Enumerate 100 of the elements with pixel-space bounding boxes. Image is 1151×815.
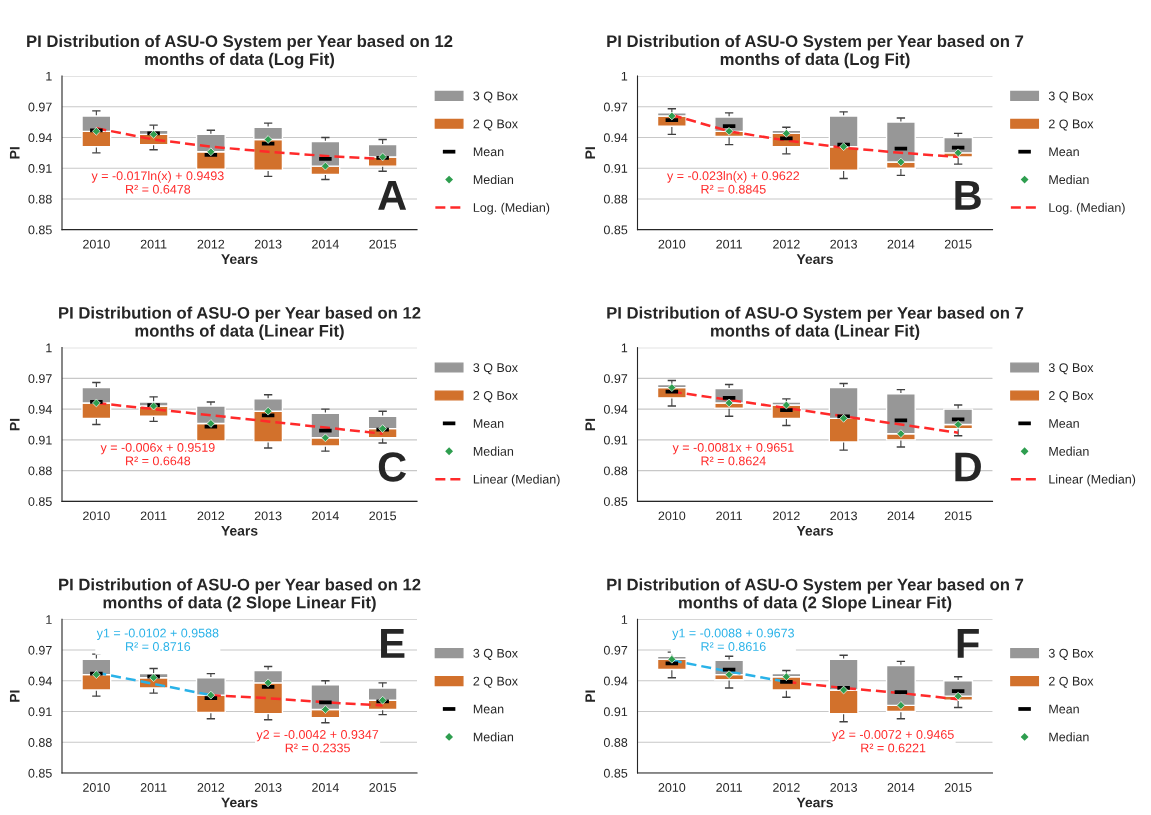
annotation: y1 = -0.0088 + 0.9673 R² = 0.8616 bbox=[672, 628, 794, 651]
y-tick-label: 1 bbox=[621, 615, 628, 624]
legend-label: Median bbox=[1049, 732, 1089, 742]
legend-label: Median bbox=[473, 174, 514, 185]
annotation: B bbox=[955, 181, 981, 210]
x-tick-label: 2013 bbox=[254, 783, 282, 792]
y-tick-label: 0.97 bbox=[603, 645, 628, 655]
annotation: A bbox=[378, 181, 407, 210]
x-tick-label: 2013 bbox=[830, 783, 857, 792]
y-tick-label: 0.85 bbox=[28, 768, 52, 778]
legend-label: 2 Q Box bbox=[473, 391, 518, 403]
x-axis-title: Years bbox=[796, 797, 833, 808]
x-tick-label: 2010 bbox=[83, 783, 110, 792]
x-tick-label: 2013 bbox=[830, 511, 857, 521]
x-tick-label: 2014 bbox=[312, 239, 339, 249]
y-tick-label: 0.88 bbox=[603, 194, 628, 204]
x-tick-label: 2015 bbox=[944, 511, 972, 521]
legend-label: Mean bbox=[473, 147, 504, 157]
legend-label: 2 Q Box bbox=[1048, 391, 1094, 403]
y-tick-label: 0.94 bbox=[28, 404, 52, 414]
x-tick-label: 2011 bbox=[140, 511, 167, 521]
y-tick-label: 1 bbox=[621, 71, 628, 81]
y-tick-label: 0.88 bbox=[28, 194, 52, 204]
legend-label: 2 Q Box bbox=[1048, 119, 1094, 131]
legend-label: 3 Q Box bbox=[473, 363, 518, 375]
y-tick-label: 0.97 bbox=[28, 102, 52, 112]
y-tick-label: 0.97 bbox=[603, 374, 628, 384]
x-tick-label: 2012 bbox=[773, 783, 800, 792]
y-tick-label: 0.85 bbox=[603, 225, 628, 235]
y-tick-label: 0.94 bbox=[28, 133, 52, 143]
y-axis-title: PI bbox=[585, 690, 596, 702]
y-tick-label: 0.91 bbox=[603, 707, 628, 717]
legend-label: 3 Q Box bbox=[473, 91, 518, 103]
y-axis-title: PI bbox=[9, 418, 20, 431]
y-axis-title: PI bbox=[9, 690, 20, 702]
y-axis-title: PI bbox=[9, 147, 20, 159]
y-tick-label: 1 bbox=[621, 343, 628, 353]
annotation: y2 = -0.0072 + 0.9465 R² = 0.6221 bbox=[831, 730, 954, 753]
x-axis-title: Years bbox=[796, 254, 833, 265]
y-axis-title: PI bbox=[585, 418, 596, 431]
y-tick-label: 0.91 bbox=[28, 435, 52, 445]
y-tick-label: 1 bbox=[46, 343, 52, 353]
legend-label: 3 Q Box bbox=[1048, 648, 1094, 660]
x-tick-label: 2010 bbox=[658, 239, 686, 249]
x-tick-label: 2014 bbox=[887, 783, 915, 792]
legend-label: Mean bbox=[1049, 419, 1079, 428]
x-tick-label: 2012 bbox=[773, 511, 800, 521]
x-tick-label: 2011 bbox=[716, 511, 742, 521]
x-tick-label: 2014 bbox=[312, 511, 339, 521]
y-tick-label: 0.91 bbox=[603, 435, 628, 445]
y-tick-label: 0.94 bbox=[603, 676, 628, 686]
annotation: y1 = -0.0102 + 0.9588 R² = 0.8716 bbox=[96, 628, 219, 651]
legend-label: 2 Q Box bbox=[473, 119, 518, 131]
legend-label: Log. (Median) bbox=[1049, 202, 1125, 215]
y-tick-label: 0.85 bbox=[28, 497, 52, 506]
y-tick-label: 1 bbox=[46, 615, 52, 624]
legend-label: 3 Q Box bbox=[1048, 91, 1094, 103]
legend-label: 3 Q Box bbox=[1048, 363, 1094, 375]
y-tick-label: 0.88 bbox=[603, 738, 628, 747]
x-tick-label: 2012 bbox=[197, 239, 225, 249]
y-tick-label: 0.85 bbox=[28, 225, 52, 235]
x-axis-title: Years bbox=[796, 526, 833, 536]
legend-label: Median bbox=[473, 732, 514, 742]
legend-label: Median bbox=[1049, 446, 1089, 456]
y-tick-label: 0.85 bbox=[603, 497, 628, 506]
annotation: y = -0.006x + 0.9519 R² = 0.6648 bbox=[100, 443, 215, 466]
x-tick-label: 2011 bbox=[140, 783, 167, 792]
legend-label: Mean bbox=[473, 704, 504, 714]
x-tick-label: 2014 bbox=[887, 239, 915, 249]
x-tick-label: 2010 bbox=[83, 511, 110, 521]
x-tick-label: 2011 bbox=[716, 239, 742, 249]
x-tick-label: 2015 bbox=[369, 511, 397, 521]
x-tick-label: 2013 bbox=[254, 511, 282, 521]
x-tick-label: 2010 bbox=[658, 783, 686, 792]
y-tick-label: 0.97 bbox=[28, 374, 52, 384]
legend-label: Linear (Median) bbox=[473, 474, 560, 487]
y-tick-label: 0.94 bbox=[603, 404, 628, 414]
x-tick-label: 2015 bbox=[369, 783, 397, 792]
x-axis-title: Years bbox=[221, 797, 258, 808]
legend-label: Linear (Median) bbox=[1049, 474, 1136, 487]
x-tick-label: 2010 bbox=[658, 511, 686, 521]
legend-label: 2 Q Box bbox=[473, 676, 518, 688]
annotation: y = -0.0081x + 0.9651 R² = 0.8624 bbox=[672, 443, 794, 466]
x-tick-label: 2012 bbox=[197, 511, 225, 521]
x-tick-label: 2015 bbox=[944, 783, 972, 792]
y-tick-label: 0.94 bbox=[603, 133, 628, 143]
chart-title: PI Distribution of ASU-O System per Year based on 7 months of data (2 Slope Linear Fit) bbox=[607, 578, 1024, 612]
annotation: F bbox=[957, 629, 979, 658]
x-tick-label: 2015 bbox=[369, 239, 397, 249]
y-tick-label: 0.88 bbox=[28, 738, 52, 747]
legend-label: Mean bbox=[473, 419, 504, 428]
x-tick-label: 2013 bbox=[830, 239, 857, 249]
y-tick-label: 1 bbox=[46, 71, 52, 81]
legend-label: Mean bbox=[1049, 147, 1079, 157]
y-tick-label: 0.97 bbox=[603, 102, 628, 112]
y-tick-label: 0.91 bbox=[28, 164, 52, 173]
chart-title: PI Distribution of ASU-O per Year based on 12 months of data (Linear Fit) bbox=[59, 306, 421, 341]
x-tick-label: 2015 bbox=[944, 239, 972, 249]
legend-label: 3 Q Box bbox=[473, 648, 518, 660]
legend-label: Median bbox=[1049, 174, 1089, 185]
